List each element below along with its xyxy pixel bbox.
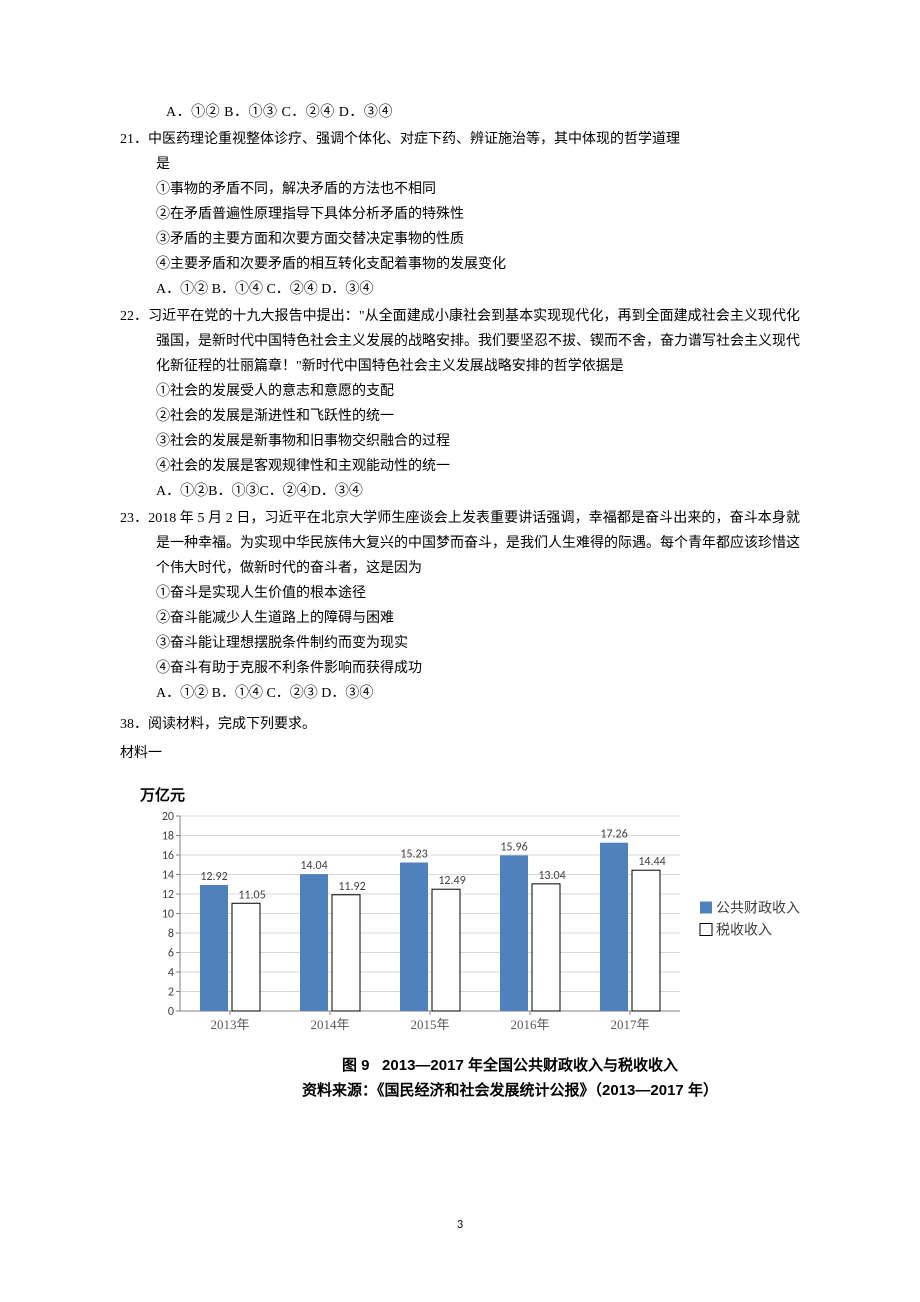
chart-caption-rest: 2013—2017 年全国公共财政收入与税收收入 [382, 1057, 678, 1074]
svg-text:12.92: 12.92 [200, 870, 227, 884]
question-23: 23．2018 年 5 月 2 日，习近平在北京大学师生座谈会上发表重要讲话强调… [120, 506, 800, 706]
q23-answer-options: A．①② B．①④ C．②③ D．③④ [120, 681, 800, 706]
q21-option-2: ②在矛盾普遍性原理指导下具体分析矛盾的特殊性 [120, 202, 800, 227]
svg-text:4: 4 [168, 966, 174, 980]
q21-stem-tail: 是 [120, 152, 800, 177]
svg-text:18: 18 [162, 830, 174, 844]
q23-option-2: ②奋斗能减少人生道路上的障碍与困难 [120, 606, 800, 631]
svg-text:2016年: 2016年 [510, 1017, 549, 1032]
prev-question-options: A．①② B．①③ C．②④ D．③④ [120, 100, 800, 125]
chart-y-axis-title: 万亿元 [140, 784, 820, 805]
document-page: A．①② B．①③ C．②④ D．③④ 21．中医药理论重视整体诊疗、强调个体化… [0, 0, 920, 1302]
svg-text:10: 10 [162, 908, 174, 922]
q23-number: 23． [120, 511, 148, 526]
question-22: 22．习近平在党的十九大报告中提出："从全面建成小康社会到基本实现现代化，再到全… [120, 304, 800, 504]
q22-stem: 22．习近平在党的十九大报告中提出："从全面建成小康社会到基本实现现代化，再到全… [120, 304, 800, 379]
chart-caption-1: 图 9 2013—2017 年全国公共财政收入与税收收入 [200, 1054, 820, 1075]
q23-option-4: ④奋斗有助于克服不利条件影响而获得成功 [120, 656, 800, 681]
question-38: 38．阅读材料，完成下列要求。 [120, 712, 800, 737]
q22-option-3: ③社会的发展是新事物和旧事物交织融合的过程 [120, 429, 800, 454]
svg-text:20: 20 [162, 811, 174, 824]
q23-option-1: ①奋斗是实现人生价值的根本途径 [120, 581, 800, 606]
svg-text:11.92: 11.92 [338, 880, 365, 894]
chart-caption-prefix: 图 9 [342, 1057, 370, 1074]
q22-stem-text: 习近平在党的十九大报告中提出："从全面建成小康社会到基本实现现代化，再到全面建成… [148, 309, 800, 374]
svg-text:2014年: 2014年 [310, 1017, 349, 1032]
svg-text:0: 0 [168, 1005, 174, 1019]
svg-text:公共财政收入: 公共财政收入 [716, 901, 800, 917]
svg-text:16: 16 [162, 849, 174, 863]
svg-text:13.04: 13.04 [538, 869, 565, 883]
svg-text:2: 2 [168, 986, 174, 1000]
q38-stem: 阅读材料，完成下列要求。 [148, 717, 316, 732]
svg-text:2015年: 2015年 [410, 1017, 449, 1032]
svg-text:税收收入: 税收收入 [716, 923, 772, 939]
q21-answer-options: A．①② B．①④ C．②④ D．③④ [120, 277, 800, 302]
svg-text:2013年: 2013年 [210, 1017, 249, 1032]
svg-text:12: 12 [162, 888, 174, 902]
svg-text:14.04: 14.04 [300, 859, 327, 873]
question-21: 21．中医药理论重视整体诊疗、强调个体化、对症下药、辨证施治等，其中体现的哲学道… [120, 127, 800, 302]
q22-option-1: ①社会的发展受人的意志和意愿的支配 [120, 379, 800, 404]
svg-text:14.44: 14.44 [638, 855, 665, 869]
svg-text:17.26: 17.26 [600, 828, 627, 842]
q21-option-1: ①事物的矛盾不同，解决矛盾的方法也不相同 [120, 177, 800, 202]
question-21-stem: 21．中医药理论重视整体诊疗、强调个体化、对症下药、辨证施治等，其中体现的哲学道… [120, 127, 800, 152]
q21-option-4: ④主要矛盾和次要矛盾的相互转化支配着事物的发展变化 [120, 252, 800, 277]
q22-option-2: ②社会的发展是渐进性和飞跃性的统一 [120, 404, 800, 429]
revenue-chart: 万亿元 0 2 4 6 8 10 12 14 16 18 20 12.92 11.05 2013年 14.0… [140, 784, 820, 1100]
q23-stem: 23．2018 年 5 月 2 日，习近平在北京大学师生座谈会上发表重要讲话强调… [120, 506, 800, 581]
svg-text:11.05: 11.05 [238, 888, 265, 902]
svg-text:2017年: 2017年 [610, 1017, 649, 1032]
q22-number: 22． [120, 309, 148, 324]
svg-text:15.23: 15.23 [400, 848, 427, 862]
svg-text:6: 6 [168, 947, 174, 961]
bar-chart-svg: 0 2 4 6 8 10 12 14 16 18 20 12.92 11.05 2013年 14.04 11.… [140, 811, 820, 1046]
q21-option-3: ③矛盾的主要方面和次要方面交替决定事物的性质 [120, 227, 800, 252]
svg-text:12.49: 12.49 [438, 874, 465, 888]
q21-number: 21． [120, 132, 148, 147]
q22-option-4: ④社会的发展是客观规律性和主观能动性的统一 [120, 454, 800, 479]
q22-answer-options: A．①②B．①③C．②④D．③④ [120, 479, 800, 504]
q23-stem-text: 2018 年 5 月 2 日，习近平在北京大学师生座谈会上发表重要讲话强调，幸福… [148, 511, 800, 576]
q23-option-3: ③奋斗能让理想摆脱条件制约而变为现实 [120, 631, 800, 656]
svg-text:15.96: 15.96 [500, 840, 527, 854]
chart-caption-2: 资料来源：《国民经济和社会发展统计公报》（2013—2017 年） [200, 1079, 820, 1100]
svg-text:14: 14 [162, 869, 174, 883]
q38-number: 38． [120, 717, 148, 732]
material-1-label: 材料一 [120, 741, 800, 766]
svg-text:8: 8 [168, 927, 174, 941]
page-number: 3 [0, 1218, 920, 1232]
